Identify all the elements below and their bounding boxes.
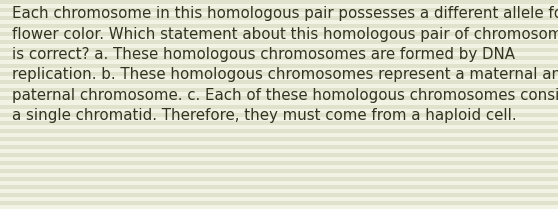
Bar <box>0 16 558 20</box>
Bar <box>0 20 558 24</box>
Bar <box>0 125 558 129</box>
Bar <box>0 133 558 137</box>
Bar <box>0 12 558 16</box>
Bar <box>0 24 558 28</box>
Bar <box>0 36 558 40</box>
Bar <box>0 97 558 101</box>
Bar <box>0 117 558 121</box>
Bar <box>0 64 558 68</box>
Bar <box>0 137 558 141</box>
Bar <box>0 157 558 161</box>
Bar <box>0 44 558 48</box>
Bar <box>0 189 558 193</box>
Bar <box>0 129 558 133</box>
Bar <box>0 40 558 44</box>
Bar <box>0 145 558 149</box>
Bar <box>0 153 558 157</box>
Bar <box>0 161 558 165</box>
Bar <box>0 112 558 117</box>
Bar <box>0 193 558 197</box>
Bar <box>0 121 558 125</box>
Bar <box>0 108 558 112</box>
Bar <box>0 0 558 4</box>
Bar <box>0 197 558 201</box>
Bar <box>0 84 558 88</box>
Bar <box>0 72 558 76</box>
Bar <box>0 48 558 52</box>
Bar <box>0 28 558 32</box>
Bar <box>0 88 558 92</box>
Bar <box>0 92 558 97</box>
Bar <box>0 76 558 80</box>
Bar <box>0 177 558 181</box>
Bar <box>0 56 558 60</box>
Bar <box>0 60 558 64</box>
Bar <box>0 32 558 36</box>
Bar <box>0 165 558 169</box>
Bar <box>0 141 558 145</box>
Bar <box>0 173 558 177</box>
Bar <box>0 149 558 153</box>
Bar <box>0 80 558 84</box>
Bar <box>0 68 558 72</box>
Bar <box>0 205 558 209</box>
Bar <box>0 8 558 12</box>
Bar <box>0 185 558 189</box>
Text: Each chromosome in this homologous pair possesses a different allele for
flower : Each chromosome in this homologous pair … <box>12 6 558 123</box>
Bar <box>0 169 558 173</box>
Bar <box>0 181 558 185</box>
Bar <box>0 201 558 205</box>
Bar <box>0 4 558 8</box>
Bar <box>0 52 558 56</box>
Bar <box>0 101 558 104</box>
Bar <box>0 104 558 108</box>
